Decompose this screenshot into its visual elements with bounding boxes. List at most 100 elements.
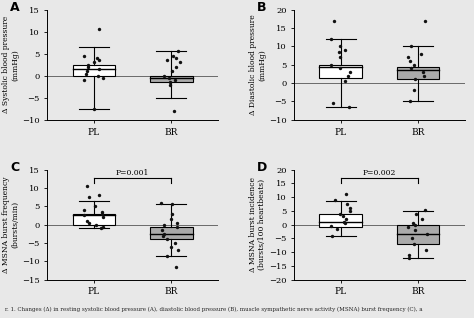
Point bbox=[160, 73, 168, 78]
Point bbox=[410, 88, 418, 93]
Point bbox=[421, 18, 429, 23]
Point bbox=[82, 71, 89, 76]
Point bbox=[411, 77, 419, 82]
Y-axis label: Δ Systolic blood pressure
(mmHg): Δ Systolic blood pressure (mmHg) bbox=[2, 16, 19, 113]
Point bbox=[99, 75, 107, 80]
Bar bbox=[150, 76, 192, 82]
Point bbox=[173, 220, 181, 225]
Bar bbox=[150, 226, 192, 239]
Point bbox=[410, 62, 418, 67]
Point bbox=[94, 73, 101, 78]
Point bbox=[406, 255, 413, 260]
Text: A: A bbox=[10, 1, 19, 14]
Point bbox=[172, 56, 180, 61]
Point bbox=[332, 197, 339, 202]
Point bbox=[80, 207, 88, 212]
Point bbox=[404, 225, 412, 230]
Point bbox=[81, 53, 88, 59]
Point bbox=[417, 51, 425, 56]
Point bbox=[412, 211, 419, 216]
Point bbox=[411, 222, 419, 227]
Point bbox=[418, 217, 426, 222]
Point bbox=[99, 224, 107, 229]
Bar bbox=[397, 66, 439, 80]
Point bbox=[339, 214, 346, 219]
Point bbox=[173, 49, 181, 54]
Point bbox=[329, 101, 337, 106]
Point bbox=[171, 78, 179, 83]
Point bbox=[407, 99, 414, 104]
Text: P=0.001: P=0.001 bbox=[116, 169, 149, 177]
Point bbox=[95, 58, 103, 63]
Point bbox=[336, 211, 344, 216]
Point bbox=[161, 222, 168, 227]
Point bbox=[337, 66, 344, 71]
Text: D: D bbox=[257, 161, 267, 174]
Point bbox=[410, 221, 417, 226]
Text: r. 1. Changes (Δ) in resting systolic blood pressure (A), diastolic blood pressu: r. 1. Changes (Δ) in resting systolic bl… bbox=[5, 306, 422, 312]
Point bbox=[344, 201, 351, 206]
Point bbox=[327, 37, 335, 42]
Text: P=0.002: P=0.002 bbox=[363, 169, 396, 177]
Point bbox=[95, 66, 103, 72]
Point bbox=[172, 265, 180, 270]
Point bbox=[95, 193, 102, 198]
Point bbox=[342, 79, 349, 84]
Point bbox=[85, 195, 93, 200]
Point bbox=[408, 44, 415, 49]
Point bbox=[168, 69, 176, 74]
Point bbox=[167, 244, 174, 249]
Point bbox=[345, 104, 352, 109]
Point bbox=[327, 62, 335, 67]
Y-axis label: Δ MSNA burst frequency
(bursts/min): Δ MSNA burst frequency (bursts/min) bbox=[2, 176, 19, 273]
Point bbox=[174, 248, 182, 253]
Point bbox=[84, 62, 92, 67]
Point bbox=[168, 202, 175, 207]
Point bbox=[164, 237, 171, 242]
Point bbox=[93, 56, 100, 61]
Point bbox=[166, 82, 173, 87]
Point bbox=[176, 60, 183, 65]
Point bbox=[340, 219, 347, 225]
Point bbox=[92, 222, 100, 227]
Point bbox=[160, 231, 168, 236]
Point bbox=[170, 108, 177, 114]
Point bbox=[328, 233, 336, 238]
Point bbox=[423, 232, 431, 237]
Point bbox=[343, 192, 350, 197]
Point bbox=[95, 27, 103, 32]
Point bbox=[81, 213, 88, 218]
Point bbox=[83, 218, 91, 224]
Point bbox=[341, 221, 349, 226]
Point bbox=[346, 205, 354, 211]
Bar bbox=[73, 214, 115, 225]
Point bbox=[158, 228, 165, 233]
Text: B: B bbox=[257, 1, 266, 14]
Point bbox=[98, 211, 106, 216]
Point bbox=[160, 233, 167, 238]
Point bbox=[337, 55, 344, 60]
Point bbox=[421, 207, 429, 212]
Point bbox=[83, 69, 91, 74]
Point bbox=[341, 47, 349, 52]
Point bbox=[419, 70, 427, 75]
Point bbox=[166, 80, 174, 85]
Point bbox=[90, 106, 98, 111]
Point bbox=[167, 217, 175, 222]
Point bbox=[163, 253, 171, 259]
Point bbox=[342, 217, 350, 222]
Point bbox=[410, 241, 418, 246]
Y-axis label: Δ Diastolic blood pressure
(mmHg): Δ Diastolic blood pressure (mmHg) bbox=[249, 14, 266, 115]
Bar bbox=[73, 65, 115, 76]
Point bbox=[336, 44, 344, 49]
Point bbox=[99, 215, 107, 220]
Point bbox=[411, 228, 419, 233]
Bar bbox=[319, 65, 362, 78]
Point bbox=[346, 70, 354, 75]
Point bbox=[86, 220, 93, 225]
Point bbox=[84, 64, 91, 69]
Point bbox=[407, 59, 414, 64]
Point bbox=[408, 66, 415, 71]
Y-axis label: Δ MSNA burst incidence
(bursts/100 heartbeats): Δ MSNA burst incidence (bursts/100 heart… bbox=[249, 177, 266, 272]
Bar bbox=[319, 214, 362, 227]
